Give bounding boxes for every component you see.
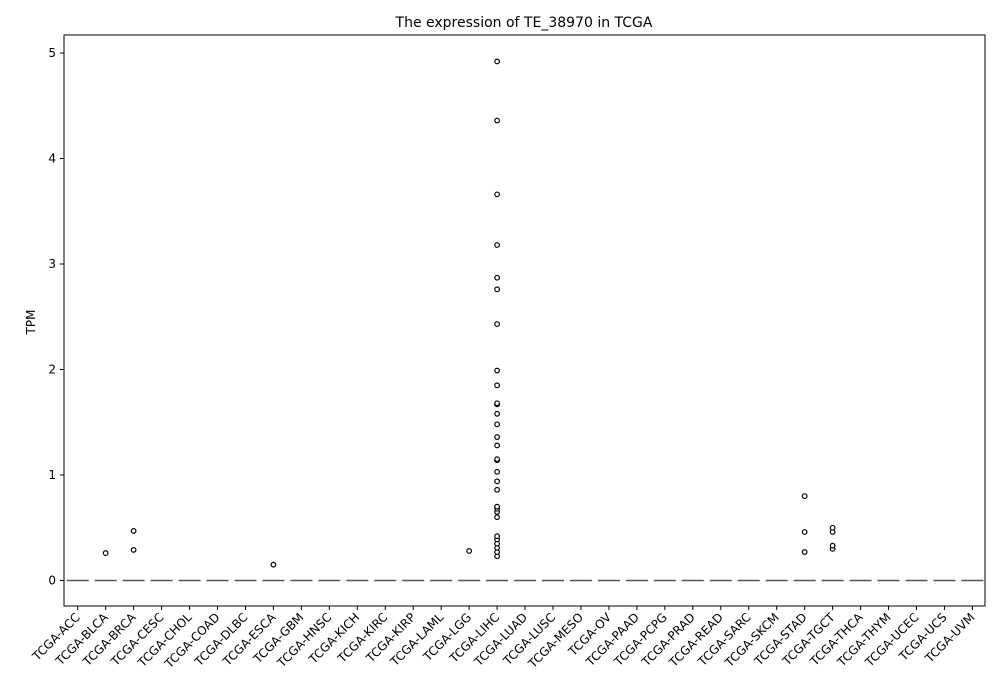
outlier-point bbox=[494, 58, 501, 65]
outlier-point bbox=[130, 547, 137, 553]
plot-frame bbox=[63, 34, 986, 607]
outlier-point bbox=[801, 549, 808, 555]
outlier-point bbox=[494, 400, 501, 407]
plot-area: 012345TCGA-ACCTCGA-BLCATCGA-BRCATCGA-CES… bbox=[29, 46, 984, 671]
outlier-point bbox=[494, 191, 501, 198]
y-axis-label: TPM bbox=[24, 310, 38, 336]
outlier-point bbox=[494, 456, 501, 463]
outlier-point bbox=[494, 533, 501, 540]
outlier-point bbox=[102, 550, 109, 556]
outlier-point bbox=[494, 514, 501, 521]
outlier-point bbox=[829, 542, 836, 549]
outlier-point bbox=[494, 286, 501, 293]
outlier-point bbox=[494, 410, 501, 417]
outlier-point bbox=[494, 382, 501, 389]
outlier-point bbox=[494, 486, 501, 493]
outlier-point bbox=[494, 367, 501, 374]
outlier-point bbox=[494, 242, 501, 248]
outlier-point bbox=[801, 529, 808, 535]
y-tick-label: 5 bbox=[48, 46, 56, 60]
y-tick-label: 3 bbox=[48, 257, 56, 271]
outlier-point bbox=[829, 524, 836, 531]
outlier-point bbox=[801, 493, 808, 500]
outlier-point bbox=[494, 468, 501, 475]
outlier-point bbox=[494, 321, 501, 328]
outlier-point bbox=[494, 442, 501, 449]
outlier-point bbox=[494, 434, 501, 440]
y-tick-label: 1 bbox=[48, 468, 56, 482]
y-tick-label: 4 bbox=[48, 152, 56, 166]
chart-title: The expression of TE_38970 in TCGA bbox=[395, 15, 653, 31]
outlier-point bbox=[494, 274, 501, 281]
outlier-point bbox=[494, 503, 501, 510]
outlier-point bbox=[494, 117, 501, 124]
y-tick-label: 2 bbox=[48, 363, 56, 377]
outlier-point bbox=[270, 561, 277, 568]
outlier-point bbox=[494, 478, 501, 485]
y-tick-label: 0 bbox=[48, 574, 56, 588]
outlier-point bbox=[130, 528, 137, 534]
outlier-point bbox=[494, 421, 501, 428]
outlier-point bbox=[466, 548, 473, 554]
